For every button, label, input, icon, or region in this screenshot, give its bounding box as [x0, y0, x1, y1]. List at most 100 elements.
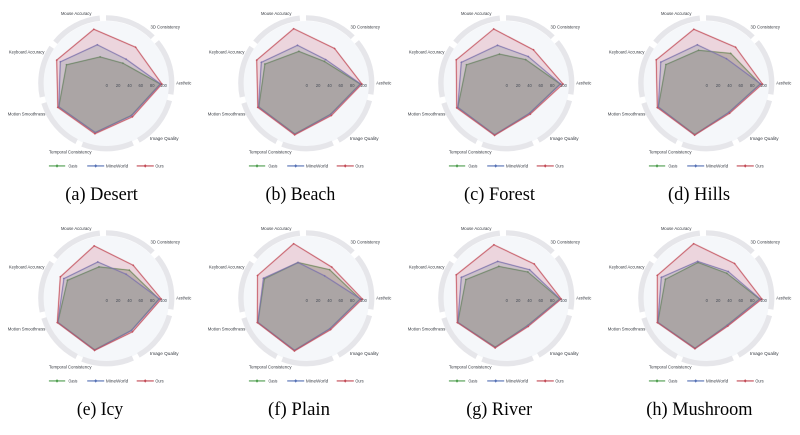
svg-text:Mouse Accuracy: Mouse Accuracy [261, 226, 292, 231]
svg-text:Keyboard Accuracy: Keyboard Accuracy [209, 50, 246, 55]
svg-text:80: 80 [550, 83, 555, 88]
svg-text:Ours: Ours [755, 164, 764, 169]
svg-text:Oasis: Oasis [269, 379, 279, 384]
svg-text:0: 0 [706, 298, 709, 303]
svg-text:Motion Smoothness: Motion Smoothness [8, 111, 46, 116]
svg-text:40: 40 [727, 83, 732, 88]
svg-text:(b) Beach: (b) Beach [266, 184, 336, 205]
svg-text:Aesthetic: Aesthetic [576, 295, 591, 300]
svg-text:60: 60 [539, 298, 544, 303]
svg-text:(h) Mushroom: (h) Mushroom [646, 399, 752, 420]
svg-text:40: 40 [127, 83, 132, 88]
svg-text:0: 0 [106, 83, 109, 88]
svg-text:0: 0 [306, 83, 309, 88]
svg-text:100: 100 [360, 298, 368, 303]
svg-text:Mouse Accuracy: Mouse Accuracy [461, 11, 492, 16]
svg-text:0: 0 [506, 83, 509, 88]
svg-text:60: 60 [739, 83, 744, 88]
svg-text:MineWorld: MineWorld [506, 379, 529, 384]
svg-text:Temporal Consistency: Temporal Consistency [249, 364, 293, 369]
svg-text:Keyboard Accuracy: Keyboard Accuracy [609, 265, 646, 270]
svg-text:Aesthetic: Aesthetic [776, 80, 791, 85]
svg-text:20: 20 [316, 83, 321, 88]
svg-text:Temporal Consistency: Temporal Consistency [49, 364, 93, 369]
svg-text:Motion Smoothness: Motion Smoothness [8, 326, 46, 331]
svg-text:20: 20 [716, 298, 721, 303]
svg-text:Ours: Ours [755, 379, 764, 384]
svg-text:(f) Plain: (f) Plain [268, 399, 330, 420]
svg-text:Motion Smoothness: Motion Smoothness [208, 111, 246, 116]
svg-text:60: 60 [739, 298, 744, 303]
svg-text:0: 0 [306, 298, 309, 303]
svg-text:Oasis: Oasis [669, 164, 679, 169]
svg-text:40: 40 [327, 83, 332, 88]
svg-text:Aesthetic: Aesthetic [576, 80, 591, 85]
svg-text:80: 80 [550, 298, 555, 303]
svg-text:40: 40 [527, 83, 532, 88]
svg-text:MineWorld: MineWorld [706, 379, 729, 384]
svg-text:3D Consistency: 3D Consistency [151, 25, 181, 30]
svg-text:Temporal Consistency: Temporal Consistency [449, 149, 493, 154]
svg-text:100: 100 [760, 298, 768, 303]
svg-text:80: 80 [750, 298, 755, 303]
svg-text:40: 40 [127, 298, 132, 303]
svg-text:Temporal Consistency: Temporal Consistency [49, 149, 93, 154]
svg-text:3D Consistency: 3D Consistency [551, 25, 581, 30]
svg-text:3D Consistency: 3D Consistency [551, 240, 581, 245]
svg-text:20: 20 [316, 298, 321, 303]
svg-text:80: 80 [150, 298, 155, 303]
svg-text:Temporal Consistency: Temporal Consistency [449, 364, 493, 369]
svg-text:3D Consistency: 3D Consistency [351, 25, 381, 30]
svg-text:Mouse Accuracy: Mouse Accuracy [61, 11, 92, 16]
svg-text:Mouse Accuracy: Mouse Accuracy [461, 226, 492, 231]
svg-text:0: 0 [706, 83, 709, 88]
svg-text:Ours: Ours [555, 379, 564, 384]
svg-text:Motion Smoothness: Motion Smoothness [408, 111, 446, 116]
svg-text:40: 40 [727, 298, 732, 303]
svg-text:20: 20 [716, 83, 721, 88]
svg-text:100: 100 [560, 83, 568, 88]
svg-text:0: 0 [506, 298, 509, 303]
svg-text:Keyboard Accuracy: Keyboard Accuracy [209, 265, 246, 270]
svg-text:Oasis: Oasis [69, 379, 79, 384]
svg-text:60: 60 [539, 83, 544, 88]
svg-text:3D Consistency: 3D Consistency [751, 25, 781, 30]
svg-text:Oasis: Oasis [69, 164, 79, 169]
svg-text:100: 100 [160, 298, 168, 303]
svg-text:Temporal Consistency: Temporal Consistency [249, 149, 293, 154]
svg-text:Mouse Accuracy: Mouse Accuracy [661, 11, 692, 16]
svg-text:Aesthetic: Aesthetic [176, 80, 191, 85]
svg-text:Temporal Consistency: Temporal Consistency [649, 149, 693, 154]
svg-text:60: 60 [339, 83, 344, 88]
svg-text:80: 80 [350, 298, 355, 303]
svg-text:Ours: Ours [355, 379, 364, 384]
svg-text:Oasis: Oasis [469, 164, 479, 169]
svg-text:20: 20 [516, 298, 521, 303]
svg-text:MineWorld: MineWorld [706, 164, 729, 169]
svg-text:3D Consistency: 3D Consistency [351, 240, 381, 245]
svg-text:Ours: Ours [155, 379, 164, 384]
svg-text:(d) Hills: (d) Hills [668, 184, 730, 205]
svg-text:(g) River: (g) River [466, 399, 533, 420]
svg-text:Temporal Consistency: Temporal Consistency [649, 364, 693, 369]
svg-text:Ours: Ours [555, 164, 564, 169]
svg-text:MineWorld: MineWorld [506, 164, 529, 169]
svg-text:(a) Desert: (a) Desert [65, 184, 138, 205]
svg-text:80: 80 [150, 83, 155, 88]
svg-text:Motion Smoothness: Motion Smoothness [208, 326, 246, 331]
svg-text:Mouse Accuracy: Mouse Accuracy [61, 226, 92, 231]
svg-text:100: 100 [360, 83, 368, 88]
svg-text:Aesthetic: Aesthetic [176, 295, 191, 300]
svg-text:Keyboard Accuracy: Keyboard Accuracy [409, 265, 446, 270]
svg-text:80: 80 [350, 83, 355, 88]
svg-text:Image Quality: Image Quality [750, 351, 780, 356]
svg-text:Image Quality: Image Quality [550, 136, 580, 141]
svg-text:Image Quality: Image Quality [150, 351, 180, 356]
svg-text:Mouse Accuracy: Mouse Accuracy [661, 226, 692, 231]
svg-text:Motion Smoothness: Motion Smoothness [408, 326, 446, 331]
svg-text:3D Consistency: 3D Consistency [151, 240, 181, 245]
svg-text:Keyboard Accuracy: Keyboard Accuracy [9, 265, 46, 270]
svg-text:Ours: Ours [355, 164, 364, 169]
svg-text:20: 20 [516, 83, 521, 88]
svg-text:Keyboard Accuracy: Keyboard Accuracy [609, 50, 646, 55]
